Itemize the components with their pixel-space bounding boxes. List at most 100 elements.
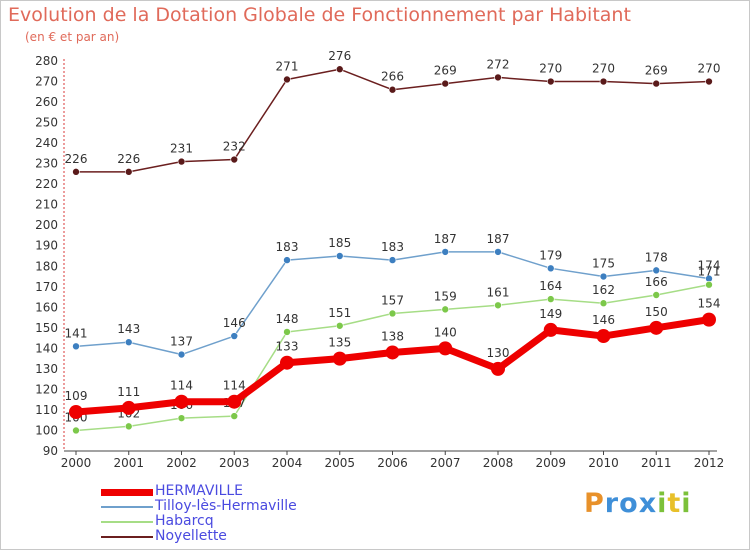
y-tick-label: 90: [43, 444, 58, 458]
x-tick-label: 2005: [324, 456, 355, 470]
x-tick-label: 2001: [113, 456, 144, 470]
data-point-habarcq: [494, 301, 502, 310]
x-tick-label: 2002: [166, 456, 197, 470]
data-point-noyellette: [546, 77, 555, 86]
y-tick-label: 190: [35, 239, 58, 253]
data-point-tilloy-les-hermaville: [652, 266, 661, 275]
data-point-hermaville: [702, 312, 716, 327]
y-tick-label: 270: [35, 75, 58, 89]
data-label-hermaville: 114: [223, 379, 246, 393]
data-point-noyellette: [599, 77, 608, 86]
x-tick-label: 2009: [535, 456, 566, 470]
data-label-hermaville: 133: [276, 340, 299, 354]
y-tick-label: 230: [35, 157, 58, 171]
data-label-hermaville: 146: [592, 313, 615, 327]
data-point-hermaville: [491, 361, 505, 376]
data-label-hermaville: 114: [170, 379, 193, 393]
data-point-noyellette: [124, 168, 133, 176]
data-point-noyellette: [72, 168, 80, 176]
data-point-tilloy-les-hermaville: [283, 256, 291, 264]
data-label-tilloy-les-hermaville: 141: [65, 326, 88, 340]
data-point-habarcq: [230, 412, 239, 420]
data-label-hermaville: 130: [487, 346, 510, 360]
data-point-tilloy-les-hermaville: [599, 272, 608, 281]
data-point-hermaville: [69, 405, 83, 419]
data-point-hermaville: [438, 341, 453, 356]
data-label-tilloy-les-hermaville: 146: [223, 316, 246, 330]
y-tick-label: 220: [35, 177, 58, 191]
proxiti-logo: Proxiti: [584, 488, 692, 519]
data-label-hermaville: 150: [645, 305, 668, 319]
data-point-habarcq: [388, 309, 397, 318]
data-label-tilloy-les-hermaville: 174: [698, 259, 721, 273]
legend-label: HERMAVILLE: [155, 483, 244, 499]
data-label-habarcq: 162: [592, 283, 615, 297]
data-point-habarcq: [124, 422, 133, 431]
data-label-noyellette: 271: [276, 59, 299, 73]
data-label-hermaville: 138: [381, 329, 404, 343]
data-label-tilloy-les-hermaville: 185: [328, 236, 351, 250]
data-point-habarcq: [335, 321, 344, 330]
logo-letter: i: [681, 488, 692, 519]
data-point-habarcq: [705, 280, 713, 289]
legend-label: Habarcq: [155, 513, 214, 529]
data-label-habarcq: 161: [487, 285, 510, 299]
y-tick-label: 160: [35, 300, 58, 314]
data-label-tilloy-les-hermaville: 183: [381, 240, 404, 254]
data-label-hermaville: 109: [65, 389, 88, 403]
data-point-noyellette: [230, 155, 239, 164]
data-label-tilloy-les-hermaville: 183: [276, 240, 299, 254]
data-label-noyellette: 231: [170, 142, 193, 156]
data-label-noyellette: 272: [487, 57, 510, 71]
data-point-noyellette: [177, 157, 186, 166]
legend-item-noyellette: Noyellette: [101, 529, 361, 544]
data-label-noyellette: 270: [698, 62, 721, 76]
data-point-habarcq: [177, 414, 186, 422]
data-point-habarcq: [283, 328, 291, 336]
data-label-noyellette: 276: [328, 49, 351, 63]
data-point-noyellette: [705, 77, 713, 86]
y-tick-label: 240: [35, 136, 58, 150]
data-label-hermaville: 140: [434, 325, 457, 339]
data-point-hermaville: [174, 394, 189, 409]
x-tick-label: 2010: [588, 456, 619, 470]
data-label-noyellette: 269: [645, 64, 668, 78]
data-point-hermaville: [227, 394, 242, 409]
data-label-tilloy-les-hermaville: 187: [487, 232, 510, 246]
data-point-habarcq: [441, 305, 450, 314]
y-tick-label: 140: [35, 341, 58, 355]
chart-legend: HERMAVILLE Tilloy-lès-Hermaville Habarcq No…: [101, 484, 361, 544]
x-tick-label: 2000: [61, 456, 92, 470]
data-label-hermaville: 154: [698, 297, 721, 311]
logo-letter: o: [619, 488, 639, 519]
data-label-hermaville: 135: [328, 336, 351, 350]
y-tick-label: 280: [35, 54, 58, 68]
x-tick-label: 2012: [694, 456, 725, 470]
data-label-tilloy-les-hermaville: 187: [434, 232, 457, 246]
data-label-noyellette: 226: [117, 152, 140, 166]
data-point-hermaville: [385, 345, 400, 360]
data-point-noyellette: [283, 75, 291, 84]
legend-swatch: [101, 521, 153, 523]
chart-title: Evolution de la Dotation Globale de Fonc…: [8, 4, 631, 26]
data-point-hermaville: [649, 320, 664, 335]
data-point-noyellette: [388, 85, 397, 94]
data-label-noyellette: 232: [223, 140, 246, 154]
data-point-habarcq: [546, 295, 555, 303]
data-point-tilloy-les-hermaville: [388, 256, 397, 264]
logo-letter: P: [584, 488, 605, 519]
data-point-tilloy-les-hermaville: [441, 248, 450, 256]
data-point-habarcq: [72, 426, 80, 435]
data-point-noyellette: [652, 79, 661, 88]
data-label-tilloy-les-hermaville: 175: [592, 257, 615, 271]
data-point-tilloy-les-hermaville: [124, 338, 133, 347]
data-label-tilloy-les-hermaville: 178: [645, 250, 668, 264]
y-tick-label: 100: [35, 423, 58, 437]
data-point-habarcq: [652, 291, 661, 299]
data-label-habarcq: 151: [328, 306, 351, 320]
data-label-habarcq: 157: [381, 293, 404, 307]
data-point-noyellette: [494, 73, 502, 82]
data-point-hermaville: [280, 355, 294, 370]
y-tick-label: 210: [35, 198, 58, 212]
